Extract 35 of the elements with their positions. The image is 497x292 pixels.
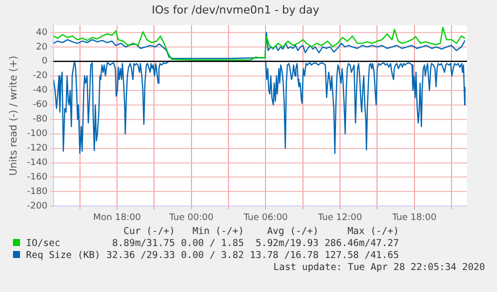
chart-title: IOs for /dev/nvme0n1 - by day [152, 3, 320, 16]
text: Cur (-/+) [122, 226, 175, 238]
legend-label: Req Size (KB) [25, 250, 100, 262]
text: 32.36 /29.33 [105, 250, 175, 262]
y-axis-title: Units read (-) / write (+) [8, 56, 20, 176]
x-tick-label: Tue 18:00 [391, 212, 437, 223]
y-tick-label: -180 [26, 187, 48, 198]
text: 0.00 / 1.85 [180, 238, 244, 250]
y-tick-label: 40 [36, 28, 48, 38]
y-tick-label: -100 [26, 129, 48, 140]
text: Min (-/+) [191, 226, 244, 238]
y-tick-label: 0 [42, 56, 48, 67]
y-tick-label: -160 [26, 172, 48, 183]
text: Avg (-/+) [266, 226, 319, 238]
text: Last update: Tue Apr 28 22:05:34 2020 [273, 262, 485, 273]
x-tick-label: Tue 12:00 [316, 212, 362, 223]
text: 8.89m/31.75 [111, 238, 175, 250]
y-tick-label: -140 [26, 158, 48, 168]
y-tick-label: -80 [32, 114, 48, 125]
x-tick-label: Mon 18:00 [93, 212, 142, 223]
y-tick-label: -20 [32, 71, 48, 82]
y-tick-label: -120 [26, 144, 48, 154]
text: 0.00 / 3.82 [180, 250, 244, 262]
y-tick-label: -200 [26, 202, 48, 212]
y-tick-label: -60 [32, 100, 48, 110]
text: 5.92m/19.93 [254, 238, 319, 250]
text: Max (-/+) [346, 226, 399, 238]
y-tick-label: 20 [36, 42, 48, 52]
text: 286.46m/47.27 [324, 238, 399, 250]
text: 127.58 /41.65 [324, 250, 399, 262]
text: 13.78 /16.78 [248, 250, 319, 262]
x-tick-label: Tue 00:00 [168, 212, 214, 223]
y-tick-label: -40 [32, 86, 48, 96]
legend-label: IO/sec [25, 238, 62, 250]
x-tick-label: Tue 06:00 [242, 212, 288, 223]
